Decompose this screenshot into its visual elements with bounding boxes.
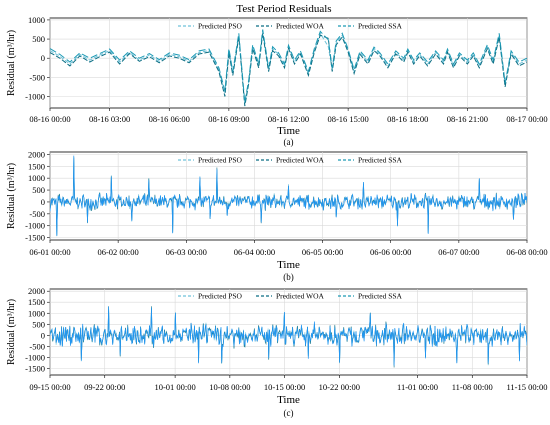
x-tick-label: 10-22 00:00	[319, 382, 360, 392]
y-tick-label: -1500	[25, 233, 45, 243]
legend-label: Predicted PSO	[198, 156, 243, 165]
y-tick-label: 0	[41, 197, 45, 207]
series-group	[50, 155, 527, 237]
figure-title: Test Period Residuals	[236, 3, 331, 15]
x-tick-label: 11-08 00:00	[452, 382, 493, 392]
panel-caption: (b)	[283, 272, 294, 282]
x-tick-label: 06-04 00:00	[234, 247, 275, 257]
legend-label: Predicted SSA	[358, 22, 403, 31]
y-tick-label: -1000	[25, 352, 45, 362]
legend-label: Predicted SSA	[358, 292, 403, 301]
x-tick-label: 08-16 18:00	[387, 114, 428, 124]
legend-label: Predicted PSO	[198, 22, 243, 31]
x-tick-label: 09-15 00:00	[29, 382, 70, 392]
y-tick-label: 2000	[28, 149, 45, 159]
x-tick-label: 06-05 00:00	[302, 247, 343, 257]
series-line	[50, 306, 527, 366]
x-tick-label: 08-16 00:00	[29, 114, 70, 124]
x-tick-label: 08-16 21:00	[447, 114, 488, 124]
y-tick-label: -1500	[25, 363, 45, 373]
legend-label: Predicted WOA	[276, 156, 325, 165]
panel-a: 1000 500 0 -500 -1000 08-16 00:00 08-16 03:00 0…	[6, 15, 548, 147]
x-tick-label: 10-08 00:00	[209, 382, 250, 392]
x-tick-label: 08-16 12:00	[268, 114, 309, 124]
x-axis-label: Time	[277, 259, 300, 271]
y-tick-label: 1000	[28, 308, 45, 318]
series-line	[50, 155, 527, 236]
y-tick-label: 2000	[28, 286, 45, 296]
plot-area	[49, 151, 528, 241]
legend-label: Predicted WOA	[276, 292, 325, 301]
panel-caption: (a)	[284, 137, 294, 147]
y-tick-label: 1500	[28, 297, 45, 307]
x-tick-label: 08-16 03:00	[89, 114, 130, 124]
x-tick-label: 08-17 00:00	[506, 114, 547, 124]
y-tick-label: -1000	[25, 221, 45, 231]
x-tick-label: 06-07 00:00	[438, 247, 479, 257]
y-tick-label: 0	[41, 53, 45, 63]
x-tick-label: 10-01 00:00	[154, 382, 195, 392]
x-tick-label: 09-22 00:00	[84, 382, 125, 392]
x-tick-label: 11-15 00:00	[506, 382, 547, 392]
y-tick-label: 1500	[28, 161, 45, 171]
y-axis-label: Residual (m³/hr)	[6, 299, 17, 365]
y-tick-label: 500	[32, 319, 45, 329]
x-tick-label: 06-03 00:00	[166, 247, 207, 257]
y-tick-label: 0	[41, 330, 45, 340]
legend-label: Predicted SSA	[358, 156, 403, 165]
y-tick-label: -1000	[25, 92, 45, 102]
panel-caption: (c)	[284, 408, 294, 418]
y-tick-label: 500	[32, 185, 45, 195]
y-tick-label: -500	[29, 209, 45, 219]
series-group	[50, 29, 527, 107]
y-tick-label: -500	[29, 72, 45, 82]
x-tick-label: 08-16 06:00	[149, 114, 190, 124]
legend-label: Predicted WOA	[276, 22, 325, 31]
x-tick-label: 06-01 00:00	[29, 247, 70, 257]
y-tick-label: -500	[29, 341, 45, 351]
y-axis-label: Residual (m³/hr)	[6, 163, 17, 229]
legend-label: Predicted PSO	[198, 292, 243, 301]
panel-b: 2000 1500 1000 500 0 -500 -1000 -1500 06-01 00:0…	[6, 149, 548, 282]
x-tick-label: 06-08 00:00	[506, 247, 547, 257]
y-tick-label: 500	[32, 34, 45, 44]
y-tick-label: 1000	[28, 173, 45, 183]
x-tick-label: 11-01 00:00	[397, 382, 438, 392]
x-tick-label: 06-02 00:00	[97, 247, 138, 257]
x-tick-label: 06-06 00:00	[370, 247, 411, 257]
series-line	[50, 33, 527, 107]
x-tick-label: 08-16 09:00	[208, 114, 249, 124]
series-line	[50, 29, 527, 103]
x-tick-label: 10-15 00:00	[264, 382, 305, 392]
x-axis-label: Time	[277, 125, 300, 137]
y-tick-label: 1000	[28, 15, 45, 25]
x-tick-label: 08-16 15:00	[327, 114, 368, 124]
x-axis-label: Time	[277, 394, 300, 406]
y-axis-label: Residual (m³/hr)	[6, 30, 17, 96]
series-group	[50, 306, 527, 368]
